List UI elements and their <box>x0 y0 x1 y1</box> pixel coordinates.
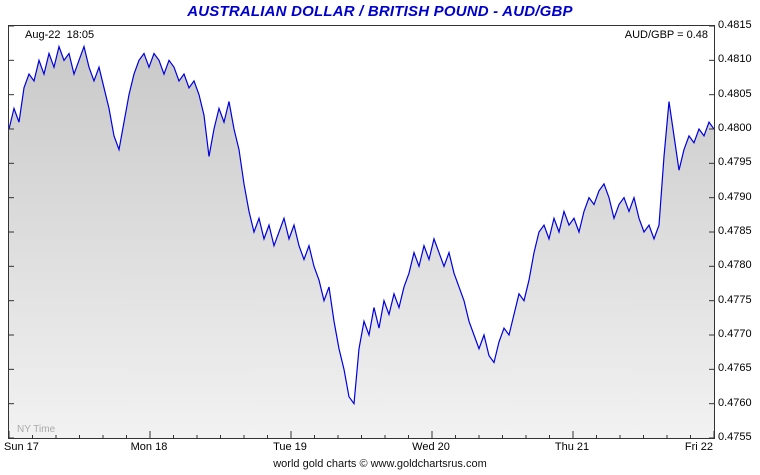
footer-credit: world gold charts © www.goldchartsrus.co… <box>273 458 487 470</box>
axis-ticks <box>9 26 714 438</box>
price-line <box>9 44 714 406</box>
y-tick-label: 0.4790 <box>718 190 752 203</box>
y-tick-label: 0.4785 <box>718 225 752 237</box>
x-tick-label: Sun 17 <box>4 441 39 453</box>
y-tick-label: 0.4795 <box>718 156 752 169</box>
y-tick-label: 0.4805 <box>718 87 752 100</box>
plot-area: Aug-22 18:05 AUD/GBP = 0.48 NY Time <box>8 25 715 439</box>
y-tick-label: 0.4800 <box>718 122 752 134</box>
price-plot <box>9 26 714 438</box>
y-tick-label: 0.4775 <box>718 293 752 306</box>
y-tick-label: 0.4810 <box>718 53 752 66</box>
last-quote-label: AUD/GBP = 0.48 <box>624 29 708 41</box>
chart-title: AUSTRALIAN DOLLAR / BRITISH POUND - AUD/… <box>187 3 573 20</box>
y-tick-label: 0.4760 <box>718 396 752 409</box>
price-area <box>9 46 714 438</box>
y-tick-label: 0.4770 <box>718 328 752 340</box>
x-tick-label: Fri 22 <box>684 441 713 453</box>
y-tick-label: 0.4780 <box>718 259 752 272</box>
timezone-label: NY Time <box>17 424 56 435</box>
timestamp-label: Aug-22 18:05 <box>25 29 95 41</box>
y-tick-label: 0.4765 <box>718 362 752 375</box>
x-tick-label: Wed 20 <box>412 441 450 453</box>
y-tick-label: 0.4755 <box>718 431 752 443</box>
x-tick-label: Mon 18 <box>130 441 168 453</box>
y-tick-label: 0.4815 <box>718 19 752 31</box>
x-tick-label: Thu 21 <box>554 441 590 453</box>
x-tick-label: Tue 19 <box>273 441 307 453</box>
